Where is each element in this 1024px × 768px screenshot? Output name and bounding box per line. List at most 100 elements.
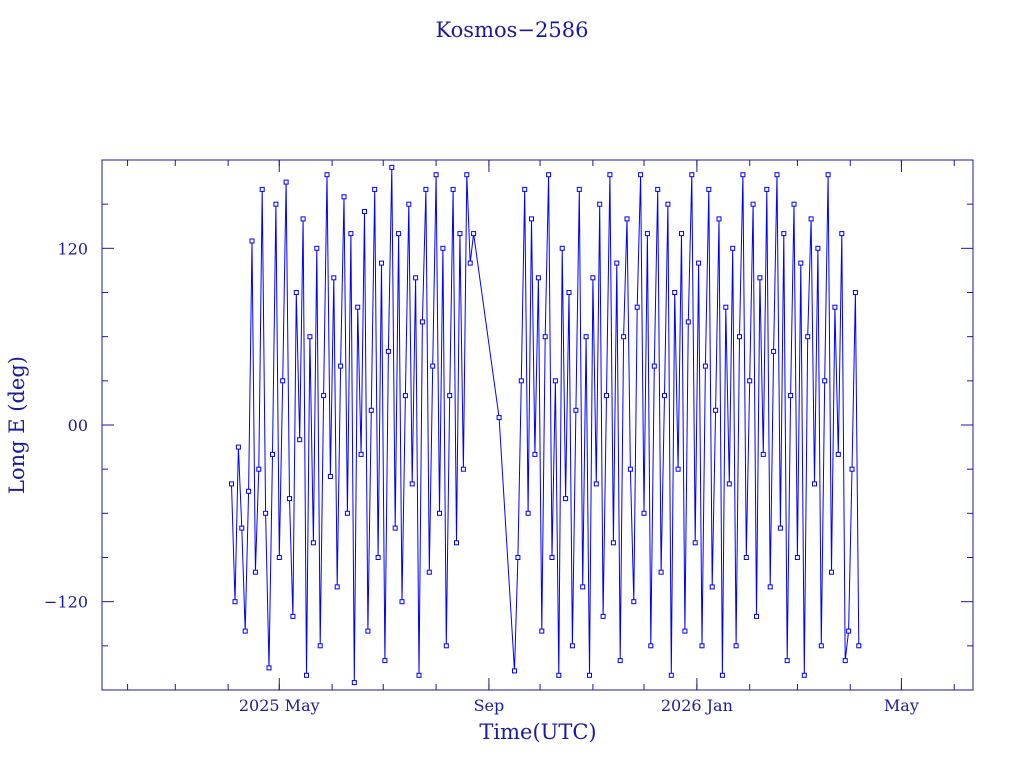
x-tick-label-2: 2026 Jan [661, 696, 733, 715]
data-point-87 [559, 245, 565, 251]
data-point-165 [825, 172, 831, 178]
data-point-66 [454, 540, 459, 546]
data-point-17 [287, 496, 292, 502]
data-point-105 [621, 334, 627, 340]
data-point-42 [372, 186, 378, 192]
data-point-92 [576, 186, 582, 192]
data-point-118 [665, 201, 671, 207]
data-point-109 [634, 304, 640, 310]
y-tick-label-0: 120 [57, 239, 88, 258]
data-point-10 [263, 510, 269, 516]
data-point-30 [331, 275, 337, 281]
data-point-62 [440, 245, 446, 251]
data-point-74 [515, 555, 521, 560]
data-point-131 [709, 584, 715, 590]
data-point-113 [648, 643, 654, 649]
data-point-71 [471, 231, 477, 237]
tick-labels: 120 00 −120 2025 May Sep 2026 Jan May [44, 239, 919, 715]
data-point-77 [525, 510, 531, 516]
data-point-44 [379, 260, 384, 266]
data-point-100 [604, 393, 609, 399]
data-point-169 [839, 231, 845, 237]
data-point-139 [737, 334, 742, 340]
data-point-45 [382, 658, 388, 664]
data-point-162 [815, 245, 821, 251]
data-point-20 [297, 437, 303, 443]
y-tick-label-2: −120 [44, 593, 88, 612]
series-markers [229, 164, 862, 686]
data-point-129 [702, 363, 708, 369]
data-point-115 [655, 186, 661, 192]
data-point-41 [368, 407, 374, 413]
data-point-158 [801, 672, 807, 678]
data-point-65 [450, 186, 456, 192]
data-point-130 [706, 186, 712, 192]
data-point-163 [818, 643, 824, 649]
data-point-60 [433, 172, 439, 178]
data-point-107 [627, 466, 633, 472]
data-point-16 [283, 179, 289, 185]
data-point-126 [692, 540, 698, 546]
data-point-140 [740, 172, 746, 178]
data-point-51 [402, 393, 408, 399]
data-point-106 [624, 216, 630, 222]
data-point-25 [314, 245, 320, 251]
series-0-line [231, 167, 860, 683]
data-point-23 [307, 334, 313, 340]
data-point-32 [338, 363, 344, 369]
series-line [231, 167, 860, 683]
data-point-148 [767, 584, 773, 590]
plot-frame [101, 159, 974, 691]
data-point-70 [467, 260, 473, 266]
data-point-83 [546, 172, 552, 178]
data-point-11 [266, 665, 272, 671]
data-point-4 [242, 628, 248, 634]
data-point-18 [290, 613, 296, 619]
data-point-172 [849, 466, 855, 472]
data-point-53 [409, 481, 415, 487]
data-point-84 [549, 555, 555, 560]
data-point-52 [406, 201, 412, 207]
data-point-43 [375, 555, 381, 560]
data-point-48 [392, 525, 398, 531]
chart-title: Kosmos−2586 [436, 18, 589, 42]
data-point-133 [716, 216, 722, 222]
axis-ticks [102, 159, 973, 691]
data-point-34 [344, 510, 350, 516]
data-point-26 [317, 643, 323, 649]
data-point-94 [583, 334, 589, 340]
y-tick-label-1: 00 [68, 416, 88, 435]
data-point-57 [423, 186, 429, 192]
data-point-67 [457, 231, 463, 237]
data-point-1 [232, 599, 238, 605]
data-point-121 [675, 466, 681, 472]
data-point-50 [399, 599, 405, 605]
x-tick-label-3: May [884, 696, 919, 715]
data-point-101 [607, 172, 613, 178]
data-point-161 [812, 481, 817, 487]
data-point-9 [259, 186, 265, 192]
data-point-31 [334, 584, 340, 590]
data-point-123 [682, 628, 688, 634]
data-point-68 [460, 466, 466, 472]
data-point-174 [856, 643, 862, 649]
data-point-112 [644, 231, 650, 237]
data-point-153 [784, 658, 790, 664]
data-point-122 [679, 231, 684, 237]
data-point-119 [668, 672, 674, 678]
data-point-151 [777, 525, 783, 531]
data-point-171 [846, 628, 852, 634]
data-point-76 [522, 186, 528, 192]
x-tick-label-0: 2025 May [239, 696, 320, 715]
data-point-33 [341, 194, 347, 200]
data-point-8 [256, 466, 262, 472]
data-point-40 [365, 628, 371, 634]
data-point-154 [788, 393, 794, 399]
data-point-37 [355, 304, 361, 310]
data-point-85 [552, 378, 558, 384]
data-point-114 [651, 363, 657, 369]
data-point-81 [539, 628, 545, 634]
data-point-39 [362, 209, 367, 214]
data-point-22 [304, 672, 309, 678]
